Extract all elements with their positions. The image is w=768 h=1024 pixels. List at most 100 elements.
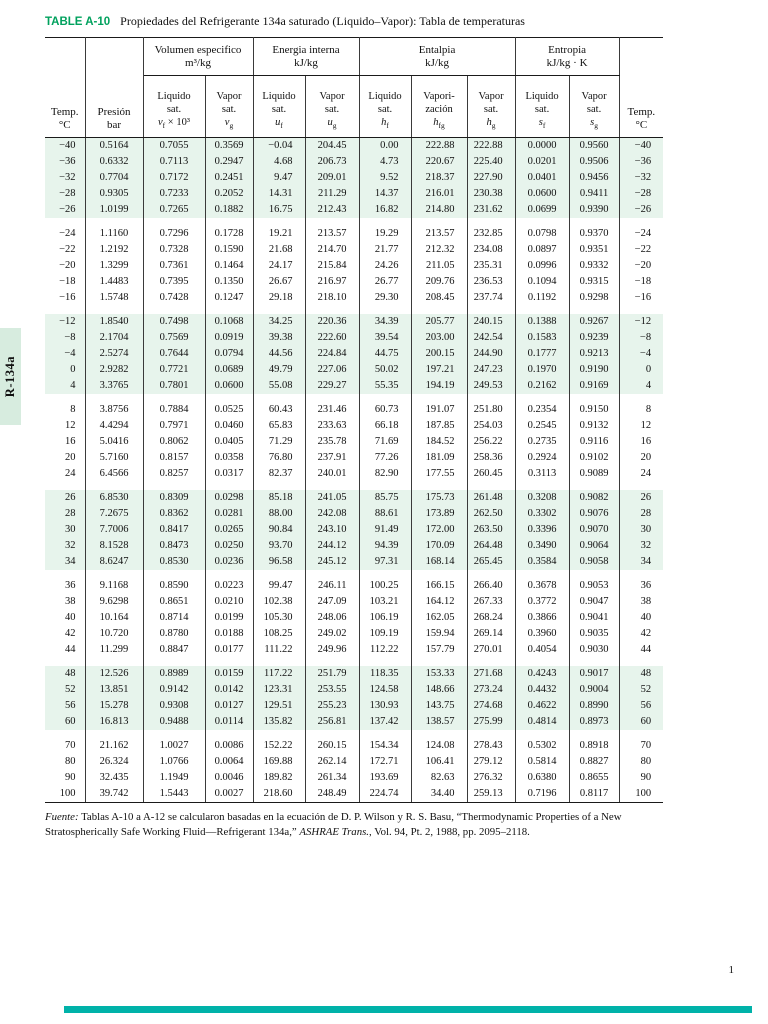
- spacer-cell: [85, 306, 144, 314]
- column-header: Vapor sat. ug: [305, 75, 360, 138]
- table-cell: 130.93: [359, 698, 412, 714]
- table-cell: 0.1464: [205, 258, 254, 274]
- table-title-text: Propiedades del Refrigerante 134a satura…: [120, 14, 525, 28]
- spacer-cell: [143, 482, 206, 490]
- table-cell: 1.0199: [85, 202, 144, 218]
- table-cell: 235.31: [467, 258, 516, 274]
- table-row: −16 1.5748 0.7428 0.1247 29.18 218.10 29.30 208…: [45, 290, 663, 306]
- table-cell: 270.01: [467, 642, 516, 658]
- table-row: 44 11.299 0.8847 0.0177 111.22 249.96 112.22 15…: [45, 642, 663, 658]
- column-header: Vapori-zación hfg: [411, 75, 468, 138]
- table-cell: 0.9190: [569, 362, 620, 378]
- table-row: 16 5.0416 0.8062 0.0405 71.29 235.78 71.69 184.…: [45, 434, 663, 450]
- table-cell: 0.1590: [205, 242, 254, 258]
- content-area: TABLE A-10 Propiedades del Refrigerante 1…: [45, 14, 665, 839]
- table-cell: 38: [45, 594, 86, 610]
- table-cell: −40: [619, 137, 664, 154]
- table-cell: 0: [619, 362, 664, 378]
- table-cell: 2.1704: [85, 330, 144, 346]
- table-cell: 224.84: [305, 346, 360, 362]
- table-row: −26 1.0199 0.7265 0.1882 16.75 212.43 16.82 214…: [45, 202, 664, 218]
- table-cell: 0.9064: [569, 538, 620, 554]
- table-row: 36 9.1168 0.8590 0.0223 99.47 246.11 100.25 166…: [45, 578, 663, 594]
- spacer-cell: [359, 306, 412, 314]
- table-cell: 214.70: [305, 242, 360, 258]
- table-cell: 0.1970: [515, 362, 570, 378]
- table-cell: 7.7006: [85, 522, 144, 538]
- table-row: −8 2.1704 0.7569 0.0919 39.38 222.60 39.54 203.…: [45, 330, 664, 346]
- table-cell: 256.81: [305, 714, 360, 730]
- table-row: 0 2.9282 0.7721 0.0689 49.79 227.06 50.02 197.2…: [45, 362, 664, 378]
- table-cell: 56: [619, 698, 664, 714]
- table-cell: 0.9150: [569, 402, 620, 418]
- table-cell: 0.9298: [569, 290, 620, 306]
- table-cell: 138.57: [411, 714, 468, 730]
- table-cell: 93.70: [253, 538, 306, 554]
- table-cell: 0.9488: [143, 714, 206, 730]
- table-cell: 0.1068: [205, 314, 254, 330]
- spacer-cell: [205, 306, 254, 314]
- table-cell: 0.9332: [569, 258, 620, 274]
- group-spacer-row: [45, 658, 664, 666]
- table-row: 24 6.4566 0.8257 0.0317 82.37 240.01 82.90 177.…: [45, 466, 663, 482]
- spacer-cell: [85, 218, 144, 226]
- table-cell: 262.50: [467, 506, 516, 522]
- table-cell: 70: [640, 740, 652, 751]
- table-cell: 0.4054: [515, 642, 570, 658]
- table-cell: 200.15: [411, 346, 468, 362]
- table-cell: 213.57: [411, 226, 468, 242]
- table-cell: 26.67: [253, 274, 306, 290]
- table-cell: 30: [619, 522, 664, 538]
- table-cell: 0.9308: [143, 698, 206, 714]
- table-cell: −28: [619, 186, 664, 202]
- table-cell: −32: [619, 170, 664, 186]
- spacer-cell: [305, 394, 360, 402]
- table-cell: 148.66: [411, 682, 468, 698]
- table-cell: 42: [640, 628, 652, 639]
- table-cell: 9.1168: [85, 578, 144, 594]
- table-cell: 124.08: [411, 738, 468, 754]
- table-cell: 9.52: [359, 170, 412, 186]
- table-cell: 261.48: [467, 490, 516, 506]
- table-cell: 269.14: [467, 626, 516, 642]
- table-cell: 208.45: [411, 290, 468, 306]
- table-cell: −28: [45, 186, 86, 202]
- spacer-cell: [569, 570, 620, 578]
- spacer-cell: [85, 394, 144, 402]
- table-cell: −4: [45, 346, 86, 362]
- spacer-cell: [569, 394, 620, 402]
- table-cell: 109.19: [359, 626, 412, 642]
- table-cell: 0.0210: [205, 594, 254, 610]
- spacer-cell: [619, 482, 664, 490]
- table-cell: −22: [634, 244, 652, 255]
- table-cell: 0.1247: [205, 290, 254, 306]
- temp-header-right: Temp. °C: [619, 37, 664, 138]
- table-cell: 4.68: [253, 154, 306, 170]
- table-cell: 0.2924: [515, 450, 570, 466]
- table-cell: 237.74: [467, 290, 516, 306]
- table-cell: 0.8590: [143, 578, 206, 594]
- table-cell: 254.03: [467, 418, 516, 434]
- table-title-label: TABLE A-10: [45, 16, 111, 28]
- table-cell: 247.23: [467, 362, 516, 378]
- table-cell: 236.53: [467, 274, 516, 290]
- table-cell: 100: [619, 786, 664, 803]
- table-row: −24 1.1160 0.7296 0.1728 19.21 213.57 19.29 213…: [45, 226, 663, 242]
- table-cell: 227.90: [467, 170, 516, 186]
- table-cell: 135.82: [253, 714, 306, 730]
- table-cell: 0.0201: [515, 154, 570, 170]
- table-cell: 166.15: [411, 578, 468, 594]
- table-cell: −12: [619, 314, 664, 330]
- table-cell: 16.82: [359, 202, 412, 218]
- table-cell: 216.01: [411, 186, 468, 202]
- table-cell: 244.12: [305, 538, 360, 554]
- table-cell: 212.43: [305, 202, 360, 218]
- spacer-cell: [253, 394, 306, 402]
- table-cell: 34.39: [359, 314, 412, 330]
- table-cell: 232.85: [467, 226, 516, 242]
- table-cell: 49.79: [253, 362, 306, 378]
- table-cell: 243.10: [305, 522, 360, 538]
- table-cell: 162.05: [411, 610, 468, 626]
- table-row: −28 0.9305 0.7233 0.2052 14.31 211.29 14.37 216…: [45, 186, 664, 202]
- table-cell: −40: [45, 137, 86, 154]
